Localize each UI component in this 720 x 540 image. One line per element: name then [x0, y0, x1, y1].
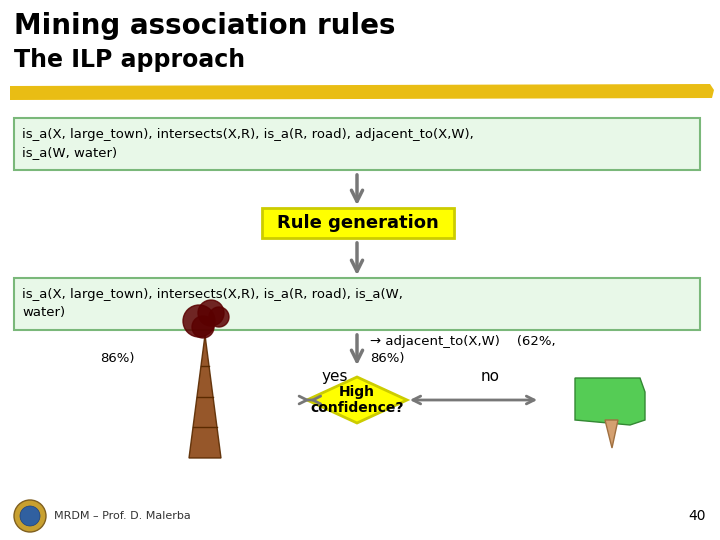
Circle shape — [183, 305, 215, 337]
FancyBboxPatch shape — [14, 278, 700, 330]
Polygon shape — [307, 377, 407, 423]
Circle shape — [14, 500, 46, 532]
Text: 86%): 86%) — [370, 352, 405, 365]
Polygon shape — [605, 420, 618, 448]
Text: The ILP approach: The ILP approach — [14, 48, 245, 72]
Text: no: no — [480, 369, 500, 384]
Text: is_a(W, water): is_a(W, water) — [22, 146, 117, 159]
Circle shape — [20, 506, 40, 526]
Text: Mining association rules: Mining association rules — [14, 12, 395, 40]
Text: is_a(X, large_town), intersects(X,R), is_a(R, road), adjacent_to(X,W),: is_a(X, large_town), intersects(X,R), is… — [22, 128, 474, 141]
Text: → adjacent_to(X,W)    (62%,: → adjacent_to(X,W) (62%, — [370, 335, 556, 348]
Text: Rule generation: Rule generation — [277, 214, 439, 232]
Text: High
confidence?: High confidence? — [310, 385, 404, 415]
Text: 40: 40 — [688, 509, 706, 523]
Polygon shape — [10, 84, 714, 100]
Circle shape — [192, 316, 214, 338]
FancyBboxPatch shape — [14, 118, 700, 170]
Text: 86%): 86%) — [100, 352, 135, 365]
Text: water): water) — [22, 306, 65, 319]
Circle shape — [209, 307, 229, 327]
Polygon shape — [575, 378, 645, 425]
Text: yes: yes — [322, 369, 348, 384]
FancyBboxPatch shape — [262, 208, 454, 238]
Text: is_a(X, large_town), intersects(X,R), is_a(R, road), is_a(W,: is_a(X, large_town), intersects(X,R), is… — [22, 288, 403, 301]
Text: MRDM – Prof. D. Malerba: MRDM – Prof. D. Malerba — [54, 511, 191, 521]
Polygon shape — [189, 335, 221, 458]
Circle shape — [198, 300, 224, 326]
